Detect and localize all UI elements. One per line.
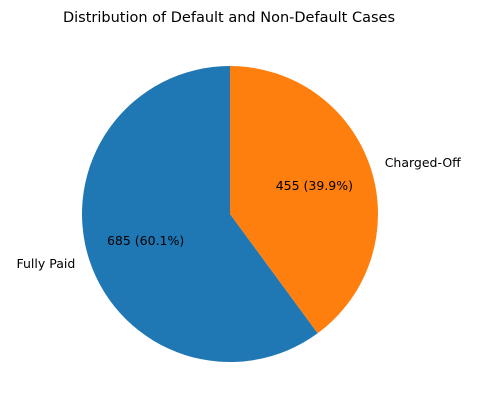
labels-layer: Fully Paid 685 (60.1%) Charged-Off 455 (39.… (17, 155, 462, 271)
slice-value-label-charged-off: 455 (39.9%) (276, 178, 353, 193)
slice-label-fully-paid: Fully Paid (17, 256, 76, 271)
pie-slice-fully-paid (82, 66, 318, 362)
chart-title: Distribution of Default and Non-Default … (63, 10, 395, 26)
slice-label-charged-off: Charged-Off (385, 155, 461, 170)
slice-value-label-fully-paid: 685 (60.1%) (107, 233, 184, 248)
slices-layer (82, 66, 378, 362)
pie-slice-charged-off (230, 66, 378, 334)
